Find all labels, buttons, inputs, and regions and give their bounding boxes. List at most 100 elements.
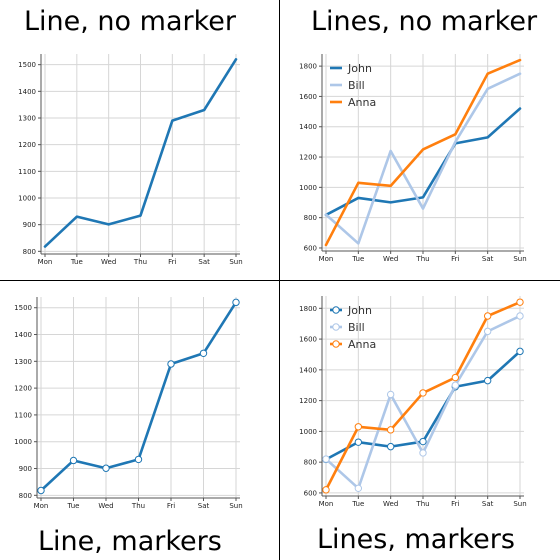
- data-point-marker: [483, 312, 492, 320]
- y-tick-label: 1400: [299, 123, 317, 131]
- y-tick-label: 800: [23, 248, 36, 256]
- series-anna: [324, 58, 522, 247]
- data-point-marker: [483, 376, 492, 385]
- data-point-marker: [134, 455, 143, 464]
- grid: [41, 54, 240, 254]
- legend: John Bill Anna: [330, 62, 376, 109]
- series-bill: [324, 72, 522, 245]
- data-point-marker: [386, 426, 395, 434]
- series-line: [37, 298, 240, 495]
- panel-title-lines-markers: Lines, markers: [317, 524, 515, 555]
- x-tick-label: Wed: [98, 502, 113, 510]
- y-tick-label: 1200: [18, 141, 36, 149]
- chart-lines-markers: 600 800 1000 1200 1400 1600 1800 Mon Tue Wed Thu Fr…: [299, 296, 527, 508]
- series-anna: [322, 298, 524, 494]
- y-tick-label: 900: [19, 465, 32, 473]
- y-tick-label: 1000: [299, 428, 317, 436]
- data-point-marker: [419, 389, 427, 397]
- y-tick-label: 1600: [299, 336, 317, 344]
- y-tick-label: 1600: [299, 93, 317, 101]
- panel-title-lines-no-marker: Lines, no marker: [311, 6, 538, 37]
- legend: John Bill Anna: [330, 304, 376, 351]
- series-john: [322, 347, 524, 464]
- y-tick-label: 800: [304, 214, 317, 222]
- data-point-marker: [451, 373, 460, 382]
- y-tick-label: 1100: [14, 411, 32, 419]
- data-point-marker: [451, 381, 460, 389]
- series-line: [43, 58, 238, 248]
- panel-title-line-markers: Line, markers: [38, 526, 222, 557]
- x-tick-label: Sun: [513, 255, 526, 263]
- y-tick-label: 1800: [299, 305, 317, 313]
- x-tick-label: Sat: [198, 258, 210, 266]
- grid: [37, 297, 240, 498]
- data-point-marker: [354, 423, 363, 431]
- data-point-marker: [516, 298, 524, 306]
- data-point-marker: [483, 327, 492, 336]
- x-tick-label: Sat: [198, 502, 210, 510]
- data-point-marker: [69, 456, 78, 465]
- legend-label: Anna: [348, 338, 376, 351]
- x-tick-label: Fri: [167, 502, 175, 510]
- legend-label: John: [347, 304, 372, 317]
- series-bill: [322, 312, 524, 493]
- data-point-marker: [386, 442, 395, 451]
- y-tick-label: 1400: [18, 88, 36, 96]
- legend-marker: [332, 306, 340, 314]
- x-tick-label: Sun: [229, 502, 242, 510]
- series-line: [324, 107, 522, 217]
- x-tick-label: Tue: [351, 500, 364, 508]
- data-point-marker: [37, 486, 45, 495]
- y-tick-label: 1300: [18, 115, 36, 123]
- data-point-marker: [419, 449, 427, 457]
- x-tick-label: Mon: [38, 258, 53, 266]
- x-tick-label: Tue: [70, 258, 83, 266]
- series-line: [43, 58, 238, 248]
- y-tick-label: 600: [304, 489, 317, 497]
- x-tick-label: Fri: [451, 500, 459, 508]
- y-tick-label: 1000: [14, 438, 32, 446]
- y-tick-label: 1100: [18, 168, 36, 176]
- y-tick-label: 1200: [299, 154, 317, 162]
- panel-title-line-no-marker: Line, no marker: [24, 6, 236, 37]
- y-tick-label: 900: [23, 221, 36, 229]
- x-tick-label: Sun: [513, 500, 526, 508]
- x-tick-label: Fri: [168, 258, 176, 266]
- series-line: [324, 58, 522, 247]
- x-tick-label: Thu: [415, 500, 429, 508]
- legend-label: Bill: [348, 79, 365, 92]
- y-tick-label: 1200: [299, 397, 317, 405]
- chart-line-no-marker: 800 900 1000 1100 1200 1300 1400 1500 Mon Tue Wed T…: [18, 54, 243, 266]
- x-tick-label: Sun: [229, 258, 242, 266]
- y-tick-label: 1000: [18, 195, 36, 203]
- x-tick-label: Wed: [383, 500, 398, 508]
- x-tick-label: Thu: [133, 258, 147, 266]
- y-tick-label: 1800: [299, 63, 317, 71]
- chart-line-markers: 800 900 1000 1100 1200 1300 1400 1500 Mon Tue Wed T…: [14, 297, 243, 510]
- horizontal-divider: [0, 280, 560, 281]
- y-tick-label: 1300: [14, 358, 32, 366]
- data-point-marker: [232, 298, 240, 307]
- x-tick-label: Tue: [67, 502, 80, 510]
- data-point-marker: [102, 464, 110, 472]
- y-tick-label: 1500: [14, 304, 32, 312]
- x-tick-label: Mon: [319, 255, 334, 263]
- y-tick-label: 1400: [299, 366, 317, 374]
- legend-label: Anna: [348, 96, 376, 109]
- data-point-marker: [354, 484, 363, 493]
- data-point-marker: [199, 349, 208, 357]
- x-tick-label: Sat: [482, 255, 494, 263]
- data-point-marker: [419, 437, 427, 446]
- x-tick-label: Fri: [451, 255, 459, 263]
- x-tick-label: Wed: [383, 255, 398, 263]
- x-tick-label: Thu: [415, 255, 429, 263]
- x-tick-label: Thu: [131, 502, 145, 510]
- grid: [322, 54, 524, 251]
- x-tick-label: Mon: [34, 502, 49, 510]
- y-tick-label: 1000: [299, 184, 317, 192]
- series-line: [324, 72, 522, 245]
- y-tick-label: 600: [304, 244, 317, 252]
- data-point-marker: [322, 486, 330, 494]
- data-point-marker: [354, 438, 363, 446]
- x-tick-label: Sat: [482, 500, 494, 508]
